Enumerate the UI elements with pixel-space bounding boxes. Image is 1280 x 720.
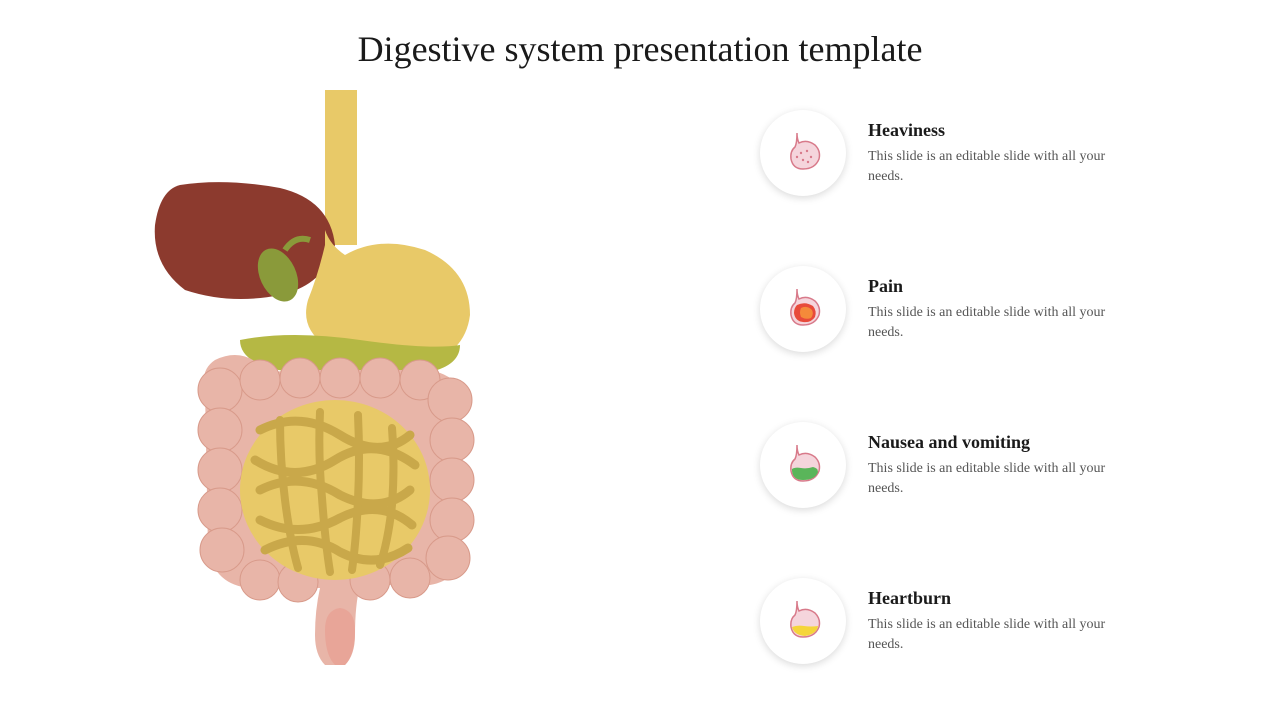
list-item: Heaviness This slide is an editable slid… [760, 110, 1180, 196]
list-item: Heartburn This slide is an editable slid… [760, 578, 1180, 664]
item-description: This slide is an editable slide with all… [868, 147, 1108, 186]
item-description: This slide is an editable slide with all… [868, 459, 1108, 498]
item-description: This slide is an editable slide with all… [868, 615, 1108, 654]
stomach-pain-icon [760, 266, 846, 352]
item-title: Heaviness [868, 120, 1108, 141]
page-title: Digestive system presentation template [0, 28, 1280, 70]
stomach-heaviness-icon [760, 110, 846, 196]
item-title: Heartburn [868, 588, 1108, 609]
rectum [325, 608, 355, 665]
item-description: This slide is an editable slide with all… [868, 303, 1108, 342]
item-text: Pain This slide is an editable slide wit… [868, 266, 1108, 342]
digestive-system-diagram [130, 90, 550, 670]
esophagus [325, 90, 357, 245]
small-intestine [240, 400, 430, 580]
item-text: Nausea and vomiting This slide is an edi… [868, 422, 1108, 498]
list-item: Nausea and vomiting This slide is an edi… [760, 422, 1180, 508]
symptom-list: Heaviness This slide is an editable slid… [760, 110, 1180, 664]
list-item: Pain This slide is an editable slide wit… [760, 266, 1180, 352]
item-title: Pain [868, 276, 1108, 297]
item-text: Heartburn This slide is an editable slid… [868, 578, 1108, 654]
stomach-heartburn-icon [760, 578, 846, 664]
item-title: Nausea and vomiting [868, 432, 1108, 453]
stomach-nausea-icon [760, 422, 846, 508]
item-text: Heaviness This slide is an editable slid… [868, 110, 1108, 186]
